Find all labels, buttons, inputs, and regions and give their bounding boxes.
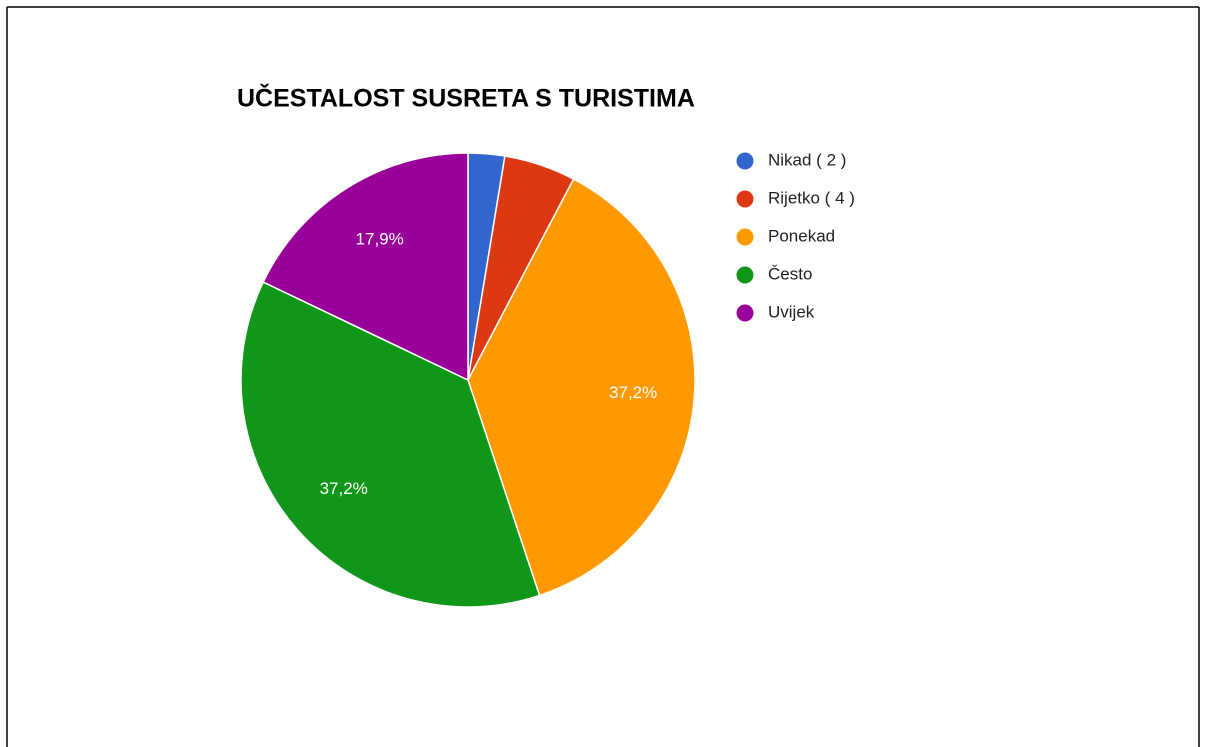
legend-label: Često bbox=[768, 264, 812, 283]
legend-label: Nikad ( 2 ) bbox=[768, 150, 846, 169]
legend-swatch bbox=[736, 190, 754, 208]
slice-label: 17,9% bbox=[356, 229, 404, 248]
chart-title: UČESTALOST SUSRETA S TURISTIMA bbox=[237, 83, 695, 113]
legend-label: Uvijek bbox=[768, 302, 815, 321]
pie-slice bbox=[262, 152, 469, 382]
slice-label: 37,2% bbox=[609, 383, 657, 402]
pie-slice bbox=[240, 281, 541, 608]
legend-swatch bbox=[736, 304, 754, 322]
legend-swatch bbox=[736, 228, 754, 246]
legend-swatch bbox=[736, 266, 754, 284]
pie-slice bbox=[467, 178, 696, 597]
legend-label: Rijetko ( 4 ) bbox=[768, 188, 855, 207]
legend-swatch bbox=[736, 152, 754, 170]
legend-label: Ponekad bbox=[768, 226, 835, 245]
slice-label: 37,2% bbox=[320, 479, 368, 498]
